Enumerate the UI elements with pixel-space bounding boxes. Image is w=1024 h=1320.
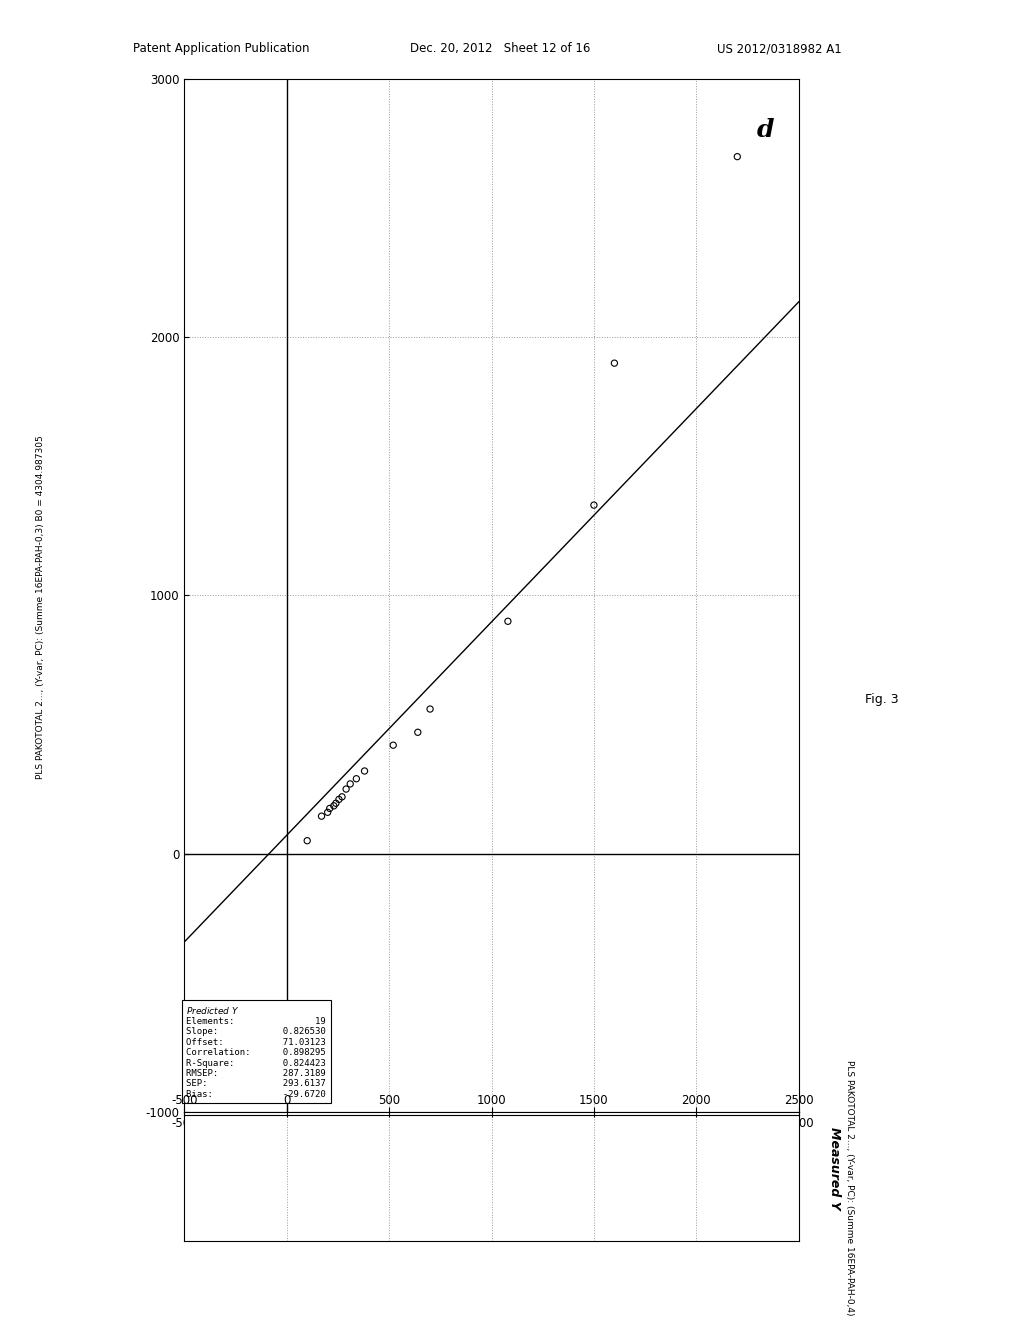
Text: Dec. 20, 2012   Sheet 12 of 16: Dec. 20, 2012 Sheet 12 of 16 (410, 42, 590, 55)
Point (729, 147, 745, 168)
Point (342, 774, 358, 795)
Point (322, 797, 338, 818)
Text: Fig. 3: Fig. 3 (865, 693, 899, 706)
Point (410, 722, 426, 743)
Point (319, 801, 336, 822)
Point (328, 793, 344, 814)
Point (348, 768, 365, 789)
Text: PLS PAKOTOTAL 2..., (Y-var, PC): (Summe 16EPA-PAH-0,4): PLS PAKOTOTAL 2..., (Y-var, PC): (Summe … (846, 1060, 854, 1316)
Point (313, 805, 330, 826)
Text: US 2012/0318982 A1: US 2012/0318982 A1 (717, 42, 842, 55)
Text: $\it{Predicted\ Y}$
Elements:               19
Slope:            0.826530
Offset: $\it{Predicted\ Y}$ Elements: 19 Slope: … (186, 1005, 326, 1098)
Point (331, 789, 347, 810)
Point (385, 735, 401, 756)
Point (326, 795, 342, 816)
Point (299, 830, 315, 851)
Point (356, 760, 373, 781)
Point (338, 779, 354, 800)
Point (606, 352, 623, 374)
Text: Measured Y: Measured Y (828, 1127, 841, 1209)
Text: Patent Application Publication: Patent Application Publication (133, 42, 309, 55)
Point (334, 787, 350, 808)
Text: d: d (757, 117, 774, 143)
Point (422, 698, 438, 719)
Point (586, 495, 602, 516)
Text: PLS PAKOTOTAL 2..., (Y-var, PC): (Summe 16EPA-PAH-0,3) B0 = 4304.987305: PLS PAKOTOTAL 2..., (Y-var, PC): (Summe … (37, 436, 45, 779)
Point (500, 611, 516, 632)
